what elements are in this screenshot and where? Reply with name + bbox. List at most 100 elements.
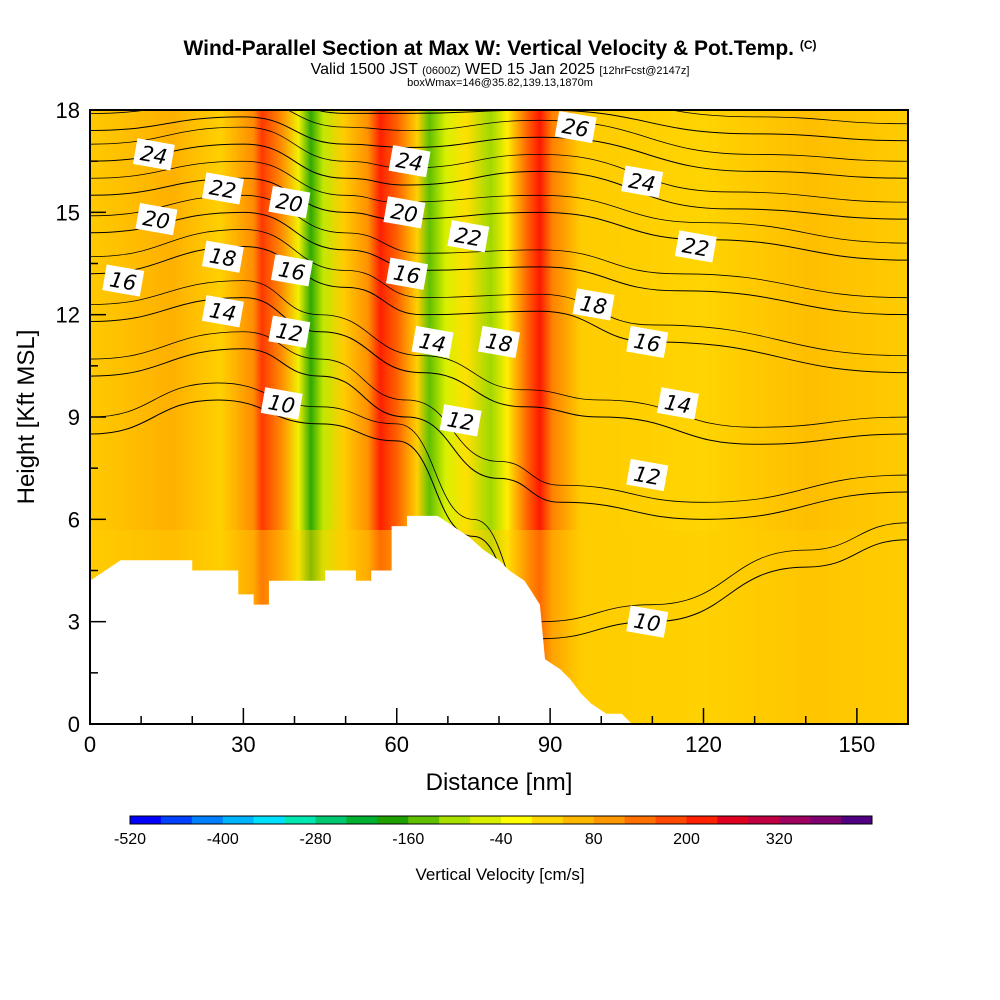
isentrope-label-text: 16: [632, 329, 662, 357]
colorbar-swatch: [470, 816, 502, 824]
y-tick-label: 15: [56, 200, 80, 225]
isentrope-label-0: 24: [132, 138, 175, 171]
isentrope-label-text: 14: [663, 390, 693, 418]
isentrope-22: [90, 143, 908, 220]
isentrope-label-text: 18: [484, 329, 514, 357]
isentrope-label-23: 12: [626, 458, 669, 492]
x-tick-label: 150: [839, 732, 876, 757]
isentrope-label-11: 20: [383, 196, 426, 229]
terrain-mask: [90, 515, 908, 724]
isentrope-label-text: 12: [632, 462, 662, 490]
isentrope-label-20: 18: [572, 288, 615, 321]
isentrope-label-text: 12: [445, 407, 475, 435]
isentrope-label-box: [626, 325, 669, 359]
isentrope-label-box: [201, 240, 244, 273]
isentrope-label-text: 14: [208, 298, 238, 326]
isentrope-label-6: 16: [270, 254, 313, 287]
colorbar-swatch: [160, 816, 193, 824]
isentrope-label-box: [447, 220, 490, 253]
isentrope-label-box: [626, 605, 669, 638]
isentrope-label-24: 10: [626, 605, 669, 638]
colorbar-swatch: [717, 816, 749, 824]
chart-title: Wind-Parallel Section at Max W: Vertical…: [0, 37, 1000, 61]
y-tick-label: 3: [68, 610, 80, 635]
isentrope-26: [314, 110, 908, 142]
isentrope-label-box: [201, 172, 244, 205]
colorbar-swatch: [655, 816, 687, 824]
isentrope-minor-8: [669, 110, 908, 125]
isentrope-label-box: [132, 138, 175, 171]
isentrope-label-text: 24: [627, 168, 657, 196]
isentrope-label-text: 22: [680, 233, 710, 261]
y-tick-label: 12: [56, 303, 80, 328]
isentrope-label-text: 16: [108, 267, 138, 295]
isentrope-labels: 24 22 20 20 18 16 16 14 12 10 24 20 16 22 14 12 18 26 24 22…: [102, 110, 717, 638]
isentrope-label-box: [102, 264, 145, 297]
isentrope-label-15: 12: [439, 404, 482, 437]
isentrope-label-text: 14: [417, 329, 447, 357]
isentrope-label-box: [439, 404, 482, 437]
isentrope-minor-3: [90, 229, 908, 357]
colorbar-swatch: [748, 816, 780, 824]
isentrope-label-text: 20: [274, 189, 304, 217]
isentrope-10: [90, 399, 908, 640]
colorbar-swatch: [222, 816, 255, 824]
isentrope-minor-6: [90, 126, 908, 203]
isentrope-18: [90, 211, 908, 316]
isentrope-label-4: 18: [201, 240, 244, 273]
colorbar-swatch: [346, 816, 378, 824]
colorbar-swatch: [253, 816, 286, 824]
isentrope-label-text: 12: [274, 319, 304, 347]
isentrope-label-box: [386, 257, 428, 290]
colorbar-swatch: [439, 816, 471, 824]
isentrope-label-text: 18: [578, 291, 608, 319]
colorbar-swatch: [531, 816, 564, 824]
isentrope-label-22: 14: [656, 387, 699, 420]
colorbar-swatch: [810, 816, 842, 824]
colorbar-tick-label: 80: [585, 831, 603, 848]
isentrope-label-box: [478, 325, 520, 359]
colorbar-tick-label: -160: [392, 831, 424, 848]
isentrope-label-box: [411, 325, 454, 359]
isentrope-label-19: 22: [674, 230, 717, 263]
isentrope-label-box: [626, 458, 669, 492]
isentrope-label-box: [388, 145, 431, 178]
isentrope-label-box: [383, 196, 426, 229]
colorbar-swatch: [408, 816, 440, 824]
isentrope-label-9: 10: [260, 387, 303, 420]
isentrope-label-2: 20: [135, 203, 178, 236]
isentrope-label-3: 20: [268, 185, 311, 219]
isentrope-label-text: 10: [266, 390, 296, 418]
y-tick-label: 18: [56, 98, 80, 123]
valid-date: WED 15 Jan 2025: [465, 61, 595, 78]
colorbar-tick-label: -520: [114, 831, 146, 848]
colorbar-swatch: [593, 816, 626, 824]
copyright-mark: (C): [799, 38, 817, 52]
y-axis-label: Height [Kft MSL]: [13, 330, 40, 505]
colorbar-swatch: [191, 816, 224, 824]
isentrope-label-text: 10: [632, 609, 662, 637]
isentrope-label-17: 26: [554, 110, 597, 144]
isentrope-label-text: 20: [389, 199, 419, 227]
isentrope-label-text: 22: [208, 175, 238, 203]
y-tick-label: 0: [68, 712, 80, 737]
colorbar-swatch: [562, 816, 595, 824]
isentrope-label-16: 18: [478, 325, 520, 359]
x-tick-label: 120: [685, 732, 722, 757]
y-tick-label: 6: [68, 507, 80, 532]
x-tick-label: 0: [84, 732, 96, 757]
isentrope-label-7: 14: [201, 295, 244, 328]
isentrope-minor-7: [90, 110, 908, 162]
isentrope-14: [90, 297, 908, 445]
isentrope-label-box: [621, 165, 664, 198]
isentrope-label-5: 16: [102, 264, 145, 297]
isentrope-label-text: 24: [138, 141, 168, 169]
isentrope-label-box: [268, 315, 311, 348]
isentrope-label-box: [135, 203, 178, 236]
isentrope-label-21: 16: [626, 325, 669, 359]
utc-time: (0600Z): [422, 65, 461, 77]
chart-subtitle: Valid 1500 JST (0600Z) WED 15 Jan 2025 […: [0, 61, 1000, 79]
colorbar-swatch: [686, 816, 718, 824]
colorbar-swatch: [841, 816, 873, 824]
isentrope-label-box: [260, 387, 303, 420]
